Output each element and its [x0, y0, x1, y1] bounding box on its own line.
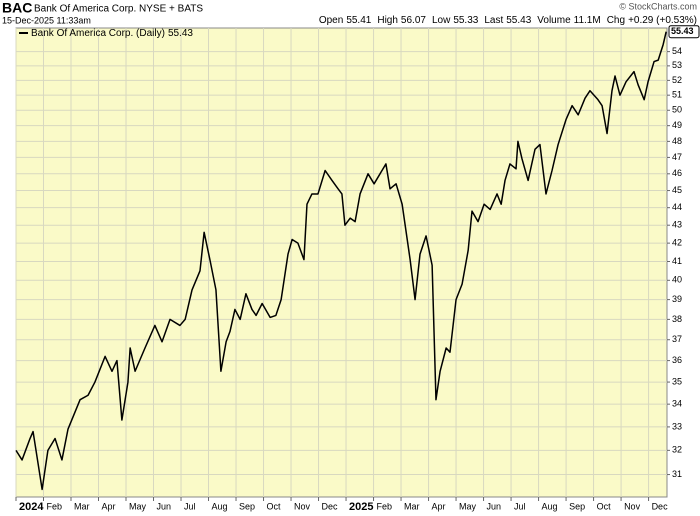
quote-value: 55.41	[346, 15, 371, 26]
credit: © StockCharts.com	[619, 1, 697, 11]
y-tick-label: 31	[672, 469, 682, 479]
y-tick-label: 38	[672, 314, 682, 324]
x-tick-label: Dec	[652, 501, 669, 511]
chart-title: BAC	[2, 0, 32, 16]
x-tick-label: May	[459, 501, 477, 511]
x-tick-label: Mar	[74, 501, 90, 511]
quote-label: Open	[319, 15, 343, 26]
chart-subtitle: Bank Of America Corp. NYSE + BATS	[34, 4, 203, 15]
y-tick-label: 37	[672, 334, 682, 344]
y-tick-label: 50	[672, 105, 682, 115]
x-tick-label: Jun	[487, 501, 502, 511]
x-tick-label: Feb	[47, 501, 63, 511]
quote-line: Open 55.41 High 56.07 Low 55.33 Last 55.43 Volum…	[319, 15, 697, 26]
x-tick-label: Apr	[102, 501, 116, 511]
x-tick-label: Dec	[322, 501, 339, 511]
last-value-label: 55.43	[671, 26, 694, 36]
quote-value: 55.33	[453, 15, 478, 26]
x-tick-label: Sep	[239, 501, 255, 511]
y-tick-label: 48	[672, 136, 682, 146]
quote-label: Last	[484, 15, 503, 26]
quote-label: Low	[432, 15, 451, 26]
y-tick-label: 32	[672, 445, 682, 455]
legend-last-value: 55.43	[168, 28, 193, 39]
x-tick-label: Jul	[184, 501, 196, 511]
plot-area	[15, 27, 668, 498]
y-tick-label: 45	[672, 185, 682, 195]
x-tick-label: Jun	[157, 501, 172, 511]
price-line	[15, 31, 667, 491]
y-tick-label: 36	[672, 355, 682, 365]
y-tick-label: 39	[672, 294, 682, 304]
x-tick-label: Oct	[597, 501, 612, 511]
x-tick-label: Nov	[624, 501, 641, 511]
quote-value: 55.43	[506, 15, 531, 26]
quote-label: Chg	[607, 15, 625, 26]
x-tick-label: Aug	[212, 501, 228, 511]
x-tick-label: Sep	[569, 501, 585, 511]
x-tick-label: Nov	[294, 501, 311, 511]
quote-label: High	[377, 15, 398, 26]
y-tick-label: 49	[672, 120, 682, 130]
x-tick-label: Jul	[514, 501, 526, 511]
y-tick-label: 42	[672, 238, 682, 248]
x-tick-label: May	[129, 501, 147, 511]
y-tick-label: 53	[672, 60, 682, 70]
y-tick-label: 54	[672, 46, 682, 56]
quote-value: 56.07	[401, 15, 426, 26]
y-tick-label: 33	[672, 421, 682, 431]
quote-value: +0.29 (+0.53%)	[628, 15, 697, 26]
x-tick-label: 2025	[349, 501, 373, 513]
y-tick-label: 41	[672, 256, 682, 266]
y-tick-label: 34	[672, 399, 682, 409]
x-tick-label: Mar	[404, 501, 420, 511]
quote-value: 11.1M	[574, 15, 601, 26]
y-tick-label: 44	[672, 202, 682, 212]
x-tick-label: Apr	[432, 501, 446, 511]
x-tick-label: 2024	[19, 501, 44, 513]
x-tick-label: Oct	[267, 501, 282, 511]
last-value-box	[668, 25, 700, 39]
x-tick-label: Feb	[377, 501, 393, 511]
quote-label: Volume	[537, 15, 571, 26]
y-tick-label: 43	[672, 220, 682, 230]
y-tick-label: 35	[672, 376, 682, 386]
x-tick-label: Aug	[542, 501, 558, 511]
y-tick-label: 46	[672, 168, 682, 178]
legend-entry: Bank Of America Corp. (Daily) 55.43	[31, 28, 193, 39]
y-tick-label: 52	[672, 75, 682, 85]
y-tick-label: 51	[672, 90, 682, 100]
legend-name: Bank Of America Corp. (Daily)	[31, 28, 165, 39]
date: 15-Dec-2025 11:33am	[2, 15, 91, 25]
y-tick-label: 47	[672, 152, 682, 162]
y-tick-label: 40	[672, 275, 682, 285]
